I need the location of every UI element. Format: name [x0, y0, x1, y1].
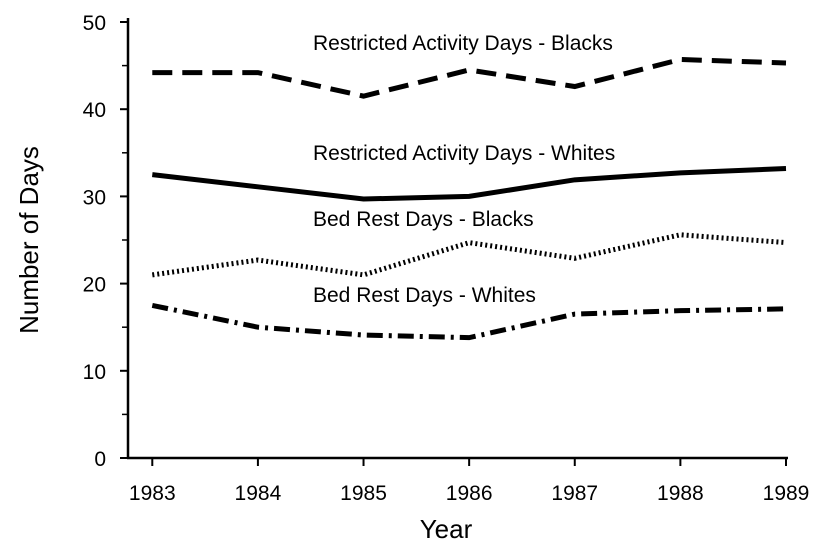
x-tick-label: 1987 [551, 482, 598, 505]
x-tick-label: 1985 [340, 482, 387, 505]
x-axis-title: Year [420, 514, 473, 544]
y-tick-label: 10 [83, 361, 106, 384]
x-tick-label: 1989 [763, 482, 810, 505]
x-tick-label: 1988 [657, 482, 704, 505]
y-tick-label: 0 [94, 448, 106, 471]
series-line [152, 56, 787, 99]
x-tick-label: 1983 [129, 482, 176, 505]
x-tick-label: 1986 [446, 482, 493, 505]
series-line [151, 232, 787, 278]
y-tick-label: 40 [83, 99, 106, 122]
series-line [152, 165, 787, 202]
x-tick-label: 1984 [235, 482, 282, 505]
y-axis-title: Number of Days [14, 146, 44, 334]
series-label: Restricted Activity Days - Whites [313, 142, 615, 165]
y-tick-label: 20 [83, 274, 106, 297]
series-label: Bed Rest Days - Blacks [313, 208, 534, 231]
y-tick-label: 30 [83, 186, 106, 209]
series-label: Restricted Activity Days - Blacks [313, 32, 613, 55]
series-line [151, 302, 787, 341]
series-label: Bed Rest Days - Whites [313, 284, 536, 307]
y-tick-label: 50 [83, 12, 106, 35]
